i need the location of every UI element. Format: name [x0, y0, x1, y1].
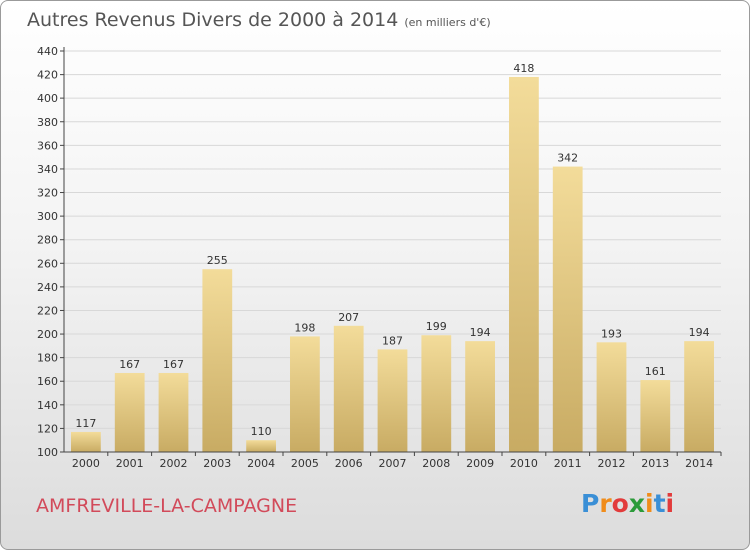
y-tick-label: 440 [37, 45, 58, 58]
x-tick-label: 2012 [598, 457, 626, 470]
bar [246, 440, 276, 452]
x-tick-label: 2013 [641, 457, 669, 470]
x-tick-label: 2010 [510, 457, 538, 470]
value-label: 161 [645, 365, 666, 378]
y-tick-label: 160 [37, 375, 58, 388]
x-tick-label: 2009 [466, 457, 494, 470]
subtitle-text: (en milliers d'€) [404, 16, 491, 29]
y-tick-label: 380 [37, 116, 58, 129]
logo-letter: i [645, 489, 654, 518]
axes [60, 47, 722, 456]
value-label: 342 [557, 152, 578, 165]
y-tick-label: 180 [37, 352, 58, 365]
bar [333, 325, 364, 452]
commune-name: AMFREVILLE-LA-CAMPAGNE [36, 495, 298, 517]
y-tick-label: 420 [37, 69, 58, 82]
x-tick-label: 2001 [116, 457, 144, 470]
y-tick-label: 320 [37, 187, 58, 200]
value-label: 194 [470, 326, 491, 339]
x-tick-label: 2008 [422, 457, 450, 470]
y-tick-label: 340 [37, 163, 58, 176]
x-tick-label: 2003 [203, 457, 231, 470]
logo-letter: o [611, 489, 629, 518]
value-label: 207 [338, 311, 359, 324]
x-tick-label: 2004 [247, 457, 275, 470]
bar [71, 431, 101, 452]
x-tick-label: 2002 [160, 457, 188, 470]
y-tick-label: 100 [37, 446, 58, 459]
bar [421, 335, 452, 452]
bar [509, 76, 539, 453]
y-tick-label: 140 [37, 399, 58, 412]
value-label: 255 [207, 254, 228, 267]
bar [377, 349, 408, 452]
x-tick-label: 2007 [379, 457, 407, 470]
x-tick-label: 2014 [685, 457, 713, 470]
value-label: 167 [163, 358, 184, 371]
y-tick-label: 260 [37, 257, 58, 270]
bar [114, 372, 145, 452]
logo-letter: r [599, 489, 612, 518]
value-label: 193 [601, 327, 622, 340]
y-tick-label: 360 [37, 139, 58, 152]
bar [552, 166, 583, 453]
value-label: 117 [75, 417, 96, 430]
bar [290, 336, 320, 452]
y-tick-label: 200 [37, 328, 58, 341]
y-tick-label: 280 [37, 234, 58, 247]
bar [202, 269, 233, 452]
y-tick-label: 120 [37, 422, 58, 435]
y-tick-label: 400 [37, 92, 58, 105]
y-tick-label: 220 [37, 304, 58, 317]
y-tick-label: 240 [37, 281, 58, 294]
bar [465, 341, 495, 452]
value-label: 194 [689, 326, 710, 339]
proxiti-logo: Proxiti [581, 489, 674, 518]
value-label: 199 [426, 320, 447, 333]
value-label: 167 [119, 358, 140, 371]
logo-letter: x [628, 489, 645, 518]
logo-letter: t [653, 489, 666, 518]
logo-letter: P [581, 489, 600, 518]
value-label: 198 [294, 321, 315, 334]
labels: 100 120 140 160 180 200 220 240 260 280 300 320 340 3… [37, 45, 713, 470]
x-tick-label: 2006 [335, 457, 363, 470]
bar [684, 341, 714, 452]
chart-title: Autres Revenus Divers de 2000 à 2014 (en … [27, 9, 491, 31]
bar [640, 380, 671, 452]
bars [71, 76, 714, 453]
x-tick-label: 2000 [72, 457, 100, 470]
bar [596, 342, 627, 452]
y-tick-label: 300 [37, 210, 58, 223]
bar [158, 372, 189, 452]
value-label: 110 [251, 425, 272, 438]
logo-letter: i [665, 489, 675, 518]
x-tick-label: 2005 [291, 457, 319, 470]
value-label: 187 [382, 334, 403, 347]
title-text: Autres Revenus Divers de 2000 à 2014 [27, 9, 399, 31]
x-tick-label: 2011 [554, 457, 582, 470]
value-label: 418 [513, 62, 534, 75]
